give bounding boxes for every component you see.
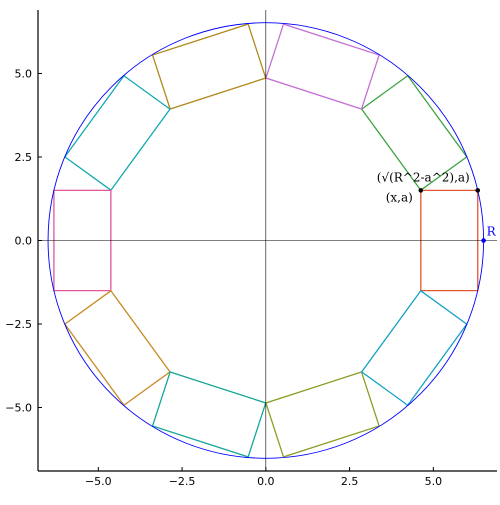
x-tick-label: 5.0 <box>425 475 443 488</box>
y-tick-label: 5.0 <box>15 67 33 80</box>
x-tick-label: −2.5 <box>169 475 196 488</box>
x-tick-label: −5.0 <box>85 475 112 488</box>
y-tick-label: −5.0 <box>5 402 32 415</box>
rectangle-3 <box>151 23 267 110</box>
y-tick-label: 2.5 <box>15 151 33 164</box>
rectangle-2 <box>265 23 380 110</box>
point-0 <box>418 188 424 193</box>
point-1 <box>475 188 481 193</box>
rectangle-8 <box>265 371 380 458</box>
rectangle-9 <box>360 289 468 407</box>
rectangle-4 <box>63 74 171 192</box>
rectangle-6 <box>63 289 171 407</box>
annotation-inner-corner: (x,a) <box>386 190 413 204</box>
x-tick-label: 0.0 <box>257 475 275 488</box>
rectangle-7 <box>151 371 267 458</box>
x-tick-label: 2.5 <box>341 475 359 488</box>
annotation-outer-corner: (√(R^2-a^2),a) <box>377 170 470 184</box>
points-layer <box>418 188 486 243</box>
annotation-radius: R <box>487 225 497 239</box>
y-tick-label: −2.5 <box>5 318 32 331</box>
point-2 <box>481 238 486 243</box>
y-tick-label: 0.0 <box>15 235 33 248</box>
ticks-layer: −5.0 −2.5 0.0 2.5 5.0 −5.0 −2.5 0.0 2.5 5.0 <box>5 67 442 488</box>
